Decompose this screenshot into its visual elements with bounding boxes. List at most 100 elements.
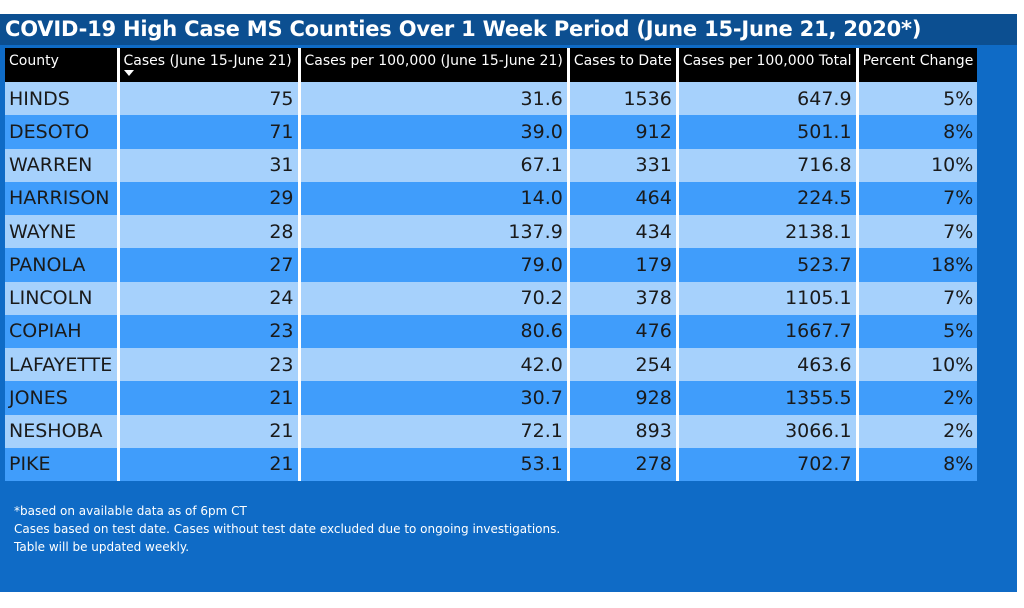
cell-percent-change: 10%: [857, 348, 978, 382]
cell-cases-to-date: 434: [568, 215, 679, 249]
cell-cases-to-date: 912: [568, 115, 679, 149]
cell-cases-per-100k-total: 224.5: [677, 181, 859, 215]
table-row[interactable]: DESOTO 71 39.0 912 501.1 8%: [5, 115, 978, 149]
cell-county: WARREN: [5, 148, 120, 182]
cell-percent-change: 2%: [857, 381, 978, 415]
cell-percent-change: 7%: [857, 215, 978, 249]
cell-cases-per-100k-week: 39.0: [299, 115, 570, 149]
column-header-county[interactable]: County: [5, 48, 120, 82]
cell-cases-week: 23: [118, 314, 301, 348]
cell-county: HINDS: [5, 82, 120, 116]
cell-percent-change: 2%: [857, 414, 978, 448]
cell-percent-change: 7%: [857, 281, 978, 315]
footnote-data-as-of: *based on available data as of 6pm CT: [14, 504, 247, 518]
cell-cases-per-100k-week: 42.0: [299, 348, 570, 382]
page-title: COVID-19 High Case MS Counties Over 1 We…: [5, 17, 922, 41]
cell-percent-change: 8%: [857, 447, 978, 481]
cell-cases-per-100k-total: 1355.5: [677, 381, 859, 415]
sort-desc-icon: [123, 70, 134, 76]
report-panel: COVID-19 High Case MS Counties Over 1 We…: [0, 14, 1017, 592]
cell-county: JONES: [5, 381, 120, 415]
cell-cases-per-100k-total: 501.1: [677, 115, 859, 149]
table-row[interactable]: HARRISON 29 14.0 464 224.5 7%: [5, 181, 978, 215]
cell-cases-per-100k-week: 31.6: [299, 82, 570, 116]
cell-cases-week: 31: [118, 148, 301, 182]
county-cases-table: County Cases (June 15-June 21) Cases per…: [5, 48, 978, 481]
cell-percent-change: 8%: [857, 115, 978, 149]
cell-cases-to-date: 378: [568, 281, 679, 315]
cell-county: LINCOLN: [5, 281, 120, 315]
column-header-cases-week-label: Cases (June 15-June 21): [123, 53, 292, 69]
table-row[interactable]: NESHOBA 21 72.1 893 3066.1 2%: [5, 414, 978, 448]
table-row[interactable]: JONES 21 30.7 928 1355.5 2%: [5, 381, 978, 415]
table-body: HINDS 75 31.6 1536 647.9 5% DESOTO 71 39.0 912 501…: [5, 82, 978, 481]
cell-cases-week: 29: [118, 181, 301, 215]
column-header-cases-to-date[interactable]: Cases to Date: [568, 48, 679, 82]
column-header-cases-per-100k-total[interactable]: Cases per 100,000 Total: [677, 48, 859, 82]
cell-cases-week: 21: [118, 381, 301, 415]
cell-county: WAYNE: [5, 215, 120, 249]
column-header-cases-week[interactable]: Cases (June 15-June 21): [118, 48, 301, 82]
cell-cases-per-100k-total: 3066.1: [677, 414, 859, 448]
cell-cases-to-date: 893: [568, 414, 679, 448]
cell-cases-week: 27: [118, 248, 301, 282]
cell-cases-per-100k-total: 2138.1: [677, 215, 859, 249]
cell-cases-per-100k-total: 1105.1: [677, 281, 859, 315]
cell-cases-week: 21: [118, 414, 301, 448]
table-row[interactable]: PANOLA 27 79.0 179 523.7 18%: [5, 248, 978, 282]
footnote-test-date: Cases based on test date. Cases without …: [14, 522, 561, 536]
footnote-update-frequency: Table will be updated weekly.: [14, 540, 190, 554]
cell-cases-per-100k-week: 30.7: [299, 381, 570, 415]
cell-percent-change: 5%: [857, 82, 978, 116]
cell-cases-week: 71: [118, 115, 301, 149]
cell-county: PANOLA: [5, 248, 120, 282]
cell-cases-per-100k-week: 14.0: [299, 181, 570, 215]
cell-cases-to-date: 179: [568, 248, 679, 282]
cell-cases-week: 24: [118, 281, 301, 315]
cell-percent-change: 10%: [857, 148, 978, 182]
cell-cases-to-date: 278: [568, 447, 679, 481]
cell-county: LAFAYETTE: [5, 348, 120, 382]
table-row[interactable]: WARREN 31 67.1 331 716.8 10%: [5, 148, 978, 182]
cell-cases-per-100k-total: 1667.7: [677, 314, 859, 348]
cell-cases-per-100k-week: 79.0: [299, 248, 570, 282]
cell-cases-to-date: 464: [568, 181, 679, 215]
table-row[interactable]: PIKE 21 53.1 278 702.7 8%: [5, 447, 978, 481]
cell-cases-per-100k-week: 137.9: [299, 215, 570, 249]
cell-cases-to-date: 476: [568, 314, 679, 348]
table-row[interactable]: COPIAH 23 80.6 476 1667.7 5%: [5, 314, 978, 348]
table-row[interactable]: LAFAYETTE 23 42.0 254 463.6 10%: [5, 348, 978, 382]
cell-county: DESOTO: [5, 115, 120, 149]
column-header-cases-per-100k-week[interactable]: Cases per 100,000 (June 15-June 21): [299, 48, 570, 82]
cell-cases-to-date: 1536: [568, 82, 679, 116]
cell-percent-change: 18%: [857, 248, 978, 282]
cell-cases-week: 23: [118, 348, 301, 382]
table-row[interactable]: LINCOLN 24 70.2 378 1105.1 7%: [5, 281, 978, 315]
top-strip: [0, 0, 1024, 14]
cell-cases-per-100k-total: 702.7: [677, 447, 859, 481]
cell-cases-week: 28: [118, 215, 301, 249]
column-header-percent-change[interactable]: Percent Change: [857, 48, 978, 82]
title-bar: COVID-19 High Case MS Counties Over 1 We…: [0, 14, 1017, 45]
cell-cases-per-100k-total: 463.6: [677, 348, 859, 382]
cell-cases-per-100k-week: 53.1: [299, 447, 570, 481]
table-row[interactable]: HINDS 75 31.6 1536 647.9 5%: [5, 82, 978, 116]
cell-cases-per-100k-week: 80.6: [299, 314, 570, 348]
cell-cases-to-date: 254: [568, 348, 679, 382]
cell-cases-week: 75: [118, 82, 301, 116]
cell-cases-to-date: 928: [568, 381, 679, 415]
table-row[interactable]: WAYNE 28 137.9 434 2138.1 7%: [5, 215, 978, 249]
cell-county: NESHOBA: [5, 414, 120, 448]
cell-cases-per-100k-total: 647.9: [677, 82, 859, 116]
table-header-row: County Cases (June 15-June 21) Cases per…: [5, 48, 978, 82]
cell-cases-per-100k-week: 70.2: [299, 281, 570, 315]
cell-cases-week: 21: [118, 447, 301, 481]
cell-percent-change: 7%: [857, 181, 978, 215]
cell-cases-to-date: 331: [568, 148, 679, 182]
cell-cases-per-100k-total: 523.7: [677, 248, 859, 282]
cell-county: HARRISON: [5, 181, 120, 215]
cell-cases-per-100k-week: 67.1: [299, 148, 570, 182]
cell-cases-per-100k-total: 716.8: [677, 148, 859, 182]
cell-cases-per-100k-week: 72.1: [299, 414, 570, 448]
cell-county: COPIAH: [5, 314, 120, 348]
